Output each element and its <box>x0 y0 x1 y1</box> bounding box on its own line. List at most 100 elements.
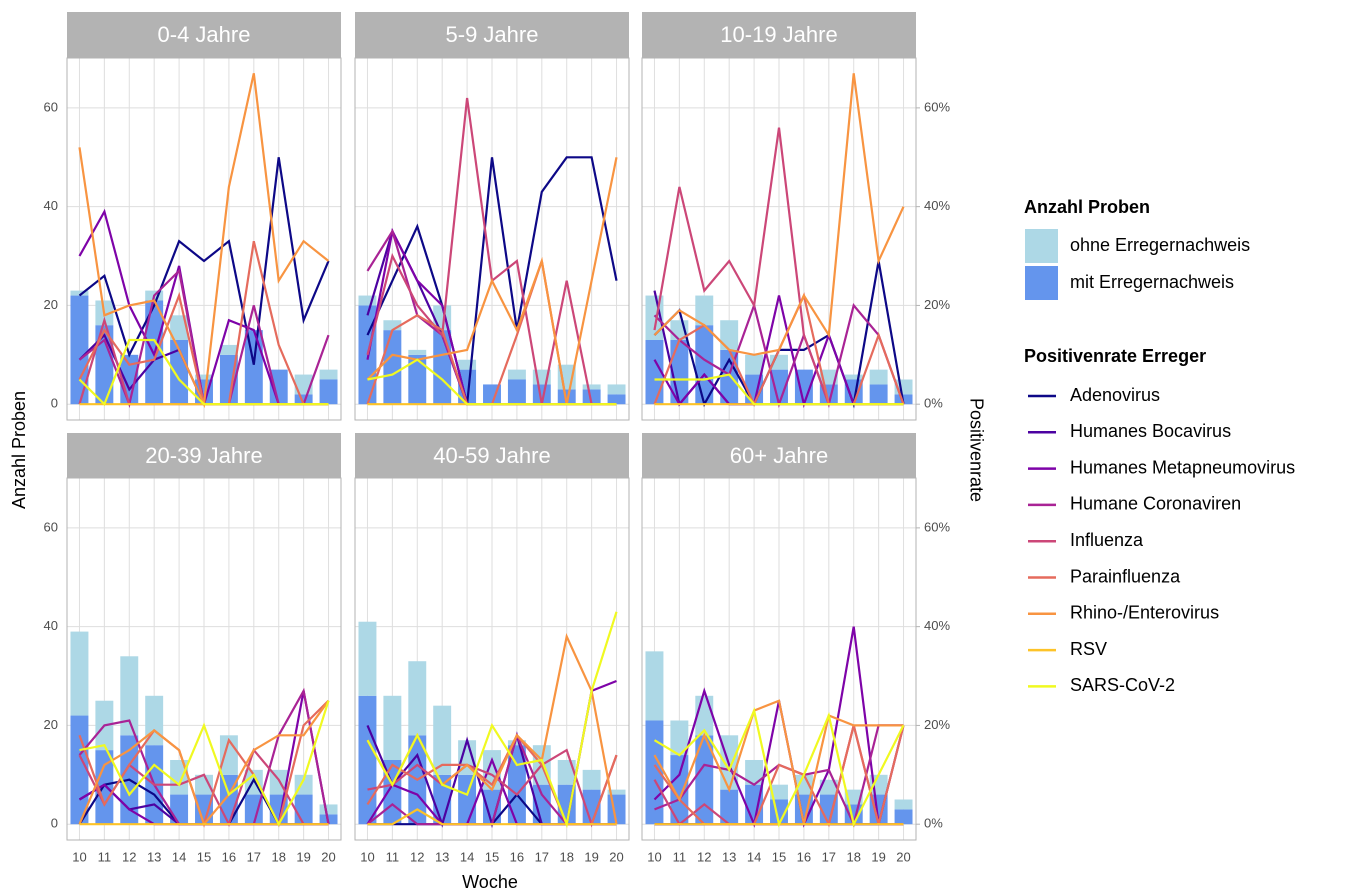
x-tick-label: 13 <box>147 849 161 864</box>
bar <box>219 344 238 355</box>
bar <box>195 774 213 795</box>
x-tick-label: 18 <box>559 849 573 864</box>
y-tick-label: 40 <box>44 618 58 633</box>
x-tick-label: 14 <box>747 849 761 864</box>
strip <box>642 12 916 58</box>
bar <box>358 695 377 825</box>
bar <box>745 759 764 785</box>
bar <box>607 384 626 395</box>
line <box>366 157 618 405</box>
bar <box>383 695 402 760</box>
legend-label: SARS-CoV-2 <box>1070 675 1175 695</box>
bar <box>844 379 863 405</box>
bar <box>408 349 427 355</box>
bar <box>720 789 739 825</box>
bar <box>532 784 551 825</box>
panel-border <box>66 57 342 421</box>
bar <box>244 794 263 825</box>
y2-axis-title: Positivenrate <box>966 398 986 502</box>
y-tick-label: 0 <box>51 816 58 831</box>
legend-label: RSV <box>1070 639 1107 659</box>
bar <box>195 794 213 825</box>
bar <box>70 631 89 716</box>
bar <box>607 789 626 795</box>
bar <box>408 661 427 736</box>
bar <box>557 759 576 785</box>
bar <box>120 656 139 736</box>
x-tick-label: 12 <box>410 849 424 864</box>
x-tick-label: 11 <box>386 849 400 864</box>
x-tick-label: 19 <box>584 849 598 864</box>
x-tick-label: 15 <box>772 849 786 864</box>
x-tick-label: 10 <box>647 849 661 864</box>
y-tick-label: 20 <box>44 717 58 732</box>
x-tick-label: 14 <box>172 849 186 864</box>
x-tick-label: 14 <box>460 849 474 864</box>
strip <box>67 12 341 58</box>
bar <box>458 359 477 370</box>
y2-tick-label: 60% <box>924 519 950 534</box>
x-tick-label: 10 <box>360 849 374 864</box>
x-tick-label: 13 <box>722 849 736 864</box>
bar <box>869 384 888 405</box>
bar <box>269 369 288 405</box>
bar <box>582 769 601 790</box>
bar <box>532 384 551 405</box>
bar <box>170 759 189 795</box>
bar <box>607 394 626 405</box>
x-tick-label: 20 <box>609 849 623 864</box>
bar <box>720 320 739 350</box>
bar <box>745 354 764 375</box>
x-tick-label: 13 <box>435 849 449 864</box>
legend-label: Adenovirus <box>1070 385 1160 405</box>
legend-label: Humanes Bocavirus <box>1070 421 1231 441</box>
bar <box>358 621 377 696</box>
legend-label: Influenza <box>1070 530 1144 550</box>
y-tick-label: 60 <box>44 99 58 114</box>
x-tick-label: 12 <box>697 849 711 864</box>
y-tick-label: 40 <box>44 198 58 213</box>
legend-key <box>1025 266 1058 300</box>
bar <box>483 789 501 825</box>
panel-border <box>66 477 342 841</box>
line <box>653 699 904 825</box>
bar <box>433 330 452 405</box>
bar <box>794 774 813 795</box>
bar <box>582 389 601 405</box>
line <box>366 611 618 829</box>
panel-border <box>354 477 630 841</box>
bar <box>557 389 576 405</box>
bar <box>670 720 689 756</box>
strip <box>355 433 629 479</box>
legend-label: ohne Erregernachweis <box>1070 235 1250 255</box>
line <box>653 73 905 356</box>
x-tick-label: 17 <box>822 849 836 864</box>
bar <box>819 779 838 795</box>
x-tick-label: 15 <box>197 849 211 864</box>
bar <box>319 379 338 405</box>
bar <box>894 799 913 810</box>
bar <box>408 354 427 405</box>
y-tick-label: 60 <box>44 519 58 534</box>
bar <box>294 394 313 405</box>
y2-tick-label: 0% <box>924 816 943 831</box>
bar <box>869 369 888 385</box>
x-tick-label: 18 <box>846 849 860 864</box>
x-tick-label: 18 <box>271 849 285 864</box>
bar <box>458 369 477 405</box>
x-tick-label: 19 <box>871 849 885 864</box>
legend-key <box>1025 229 1058 263</box>
bar <box>358 295 377 306</box>
bar <box>645 651 664 721</box>
bar <box>770 784 788 800</box>
panel-border <box>641 477 917 841</box>
bar <box>582 789 601 825</box>
line <box>78 157 330 365</box>
strip <box>642 433 916 479</box>
line <box>79 700 330 827</box>
x-tick-label: 16 <box>797 849 811 864</box>
line <box>653 706 905 828</box>
bar <box>383 320 402 331</box>
bar <box>894 809 913 825</box>
x-tick-label: 17 <box>247 849 261 864</box>
